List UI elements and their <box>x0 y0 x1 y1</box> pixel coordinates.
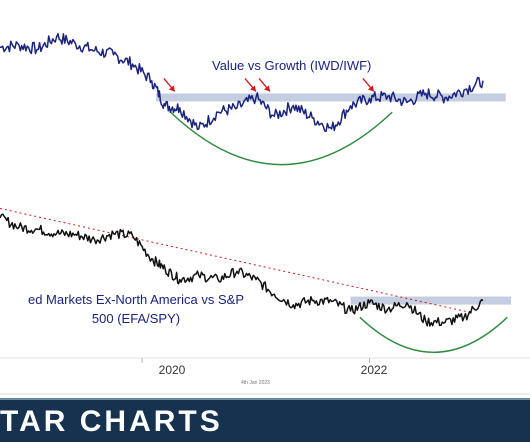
cup-arcs <box>169 111 508 354</box>
black-support-band <box>350 296 512 305</box>
black-cup-arc <box>359 316 508 354</box>
efa-spy-label-line1: ed Markets Ex-North America vs S&P <box>27 292 244 307</box>
efa-spy-label-line2: 500 (EFA/SPY) <box>91 311 181 326</box>
blue-cup-arc <box>169 111 393 166</box>
red-arrow-head <box>263 85 270 92</box>
red-arrow-head <box>367 85 374 92</box>
banner-text: TAR CHARTS <box>0 405 223 438</box>
series-group <box>0 33 484 327</box>
chart-area: Value vs Growth (IWD/IWF) ed Markets Ex-… <box>0 33 530 398</box>
navigator-date: 4th Jan 2023 <box>241 380 270 386</box>
value-growth-series-line <box>0 33 484 133</box>
support-bands <box>156 93 512 305</box>
x-tick-label: 2020 <box>158 363 186 377</box>
navigator-strip <box>0 358 530 398</box>
brand-banner: TAR CHARTS <box>0 398 530 442</box>
red-arrow-head <box>249 85 256 92</box>
x-tick-label: 2022 <box>360 363 388 377</box>
chart-svg <box>0 33 530 398</box>
resistance-trendline <box>0 207 474 314</box>
red-arrow-head <box>168 85 175 92</box>
tick-marks <box>141 358 371 363</box>
efa-spy-series-line <box>0 213 484 327</box>
value-growth-label: Value vs Growth (IWD/IWF) <box>212 58 372 73</box>
arrow-group <box>163 78 375 92</box>
blue-support-band <box>156 93 506 102</box>
efa-spy-label: ed Markets Ex-North America vs S&P 500 (… <box>0 290 274 328</box>
trendline-group <box>0 207 474 314</box>
